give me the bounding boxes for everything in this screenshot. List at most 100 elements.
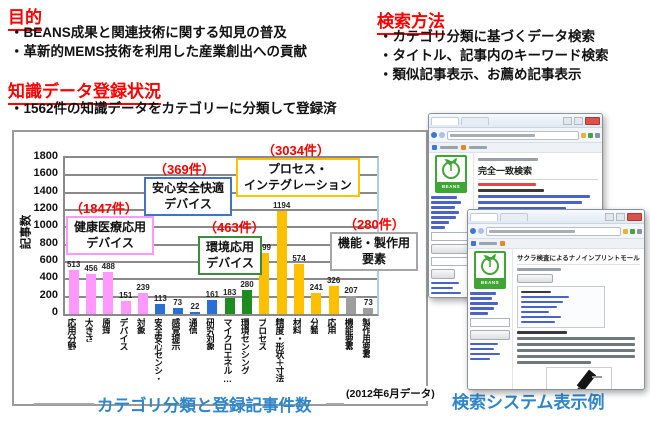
related-links-button[interactable] — [517, 274, 553, 283]
maximize-button[interactable] — [574, 116, 583, 125]
bar-value-label: 574 — [292, 254, 306, 264]
text-line-placeholder — [431, 296, 457, 297]
bookmark-icon[interactable] — [461, 145, 466, 150]
text-line-placeholder — [470, 342, 498, 345]
minimize-button[interactable] — [605, 212, 614, 221]
refresh-icon[interactable] — [588, 132, 593, 138]
beans-logo: BEANS — [474, 251, 506, 289]
settings-icon[interactable] — [637, 228, 642, 234]
x-tick-label: プロセス — [257, 318, 267, 350]
gridline — [65, 174, 377, 177]
y-tick-label: 1600 — [33, 167, 58, 180]
bookmark-label[interactable] — [479, 242, 497, 245]
text-line-placeholder — [517, 330, 567, 334]
text-line-placeholder — [431, 286, 453, 289]
group-box-function: 機能・製作用 要素 — [330, 232, 419, 272]
text-line-placeholder — [517, 336, 635, 340]
search-button[interactable] — [470, 329, 510, 340]
sprout-icon — [481, 254, 499, 275]
favorites-star-icon[interactable] — [581, 132, 586, 138]
x-tick-label: 研究対象 — [205, 318, 215, 350]
registration-bullets: ・1562件の知識データをカテゴリーに分類して登録済 — [10, 99, 337, 118]
x-tick-label: 感覚提示 — [170, 318, 180, 350]
text-line-placeholder — [478, 189, 544, 192]
refresh-icon[interactable] — [630, 228, 635, 234]
bar-通信 — [190, 312, 200, 314]
y-tick-label: 1200 — [33, 202, 58, 214]
text-line-placeholder — [431, 216, 456, 219]
keyword-input[interactable] — [431, 231, 471, 241]
favorites-star-icon[interactable] — [623, 228, 628, 234]
gridline — [65, 278, 377, 281]
browser-tab[interactable] — [461, 116, 489, 125]
keyword-input[interactable] — [431, 256, 471, 266]
keyword-input[interactable] — [470, 317, 510, 327]
bookmark-icon[interactable] — [500, 241, 505, 246]
browser-tab[interactable] — [431, 116, 459, 125]
sidebar-category-links[interactable] — [470, 342, 510, 360]
close-button[interactable] — [627, 212, 642, 221]
article-paragraph — [517, 330, 640, 364]
bar-value-label: 207 — [344, 286, 358, 296]
y-tick-label: 1000 — [33, 219, 58, 232]
address-bar — [468, 224, 644, 239]
bookmark-label[interactable] — [469, 146, 487, 149]
text-line-placeholder — [431, 201, 461, 204]
contents-links[interactable] — [521, 290, 601, 323]
x-tick-label: 精度・形状＋寸法 — [274, 318, 284, 382]
text-line-placeholder — [478, 207, 566, 210]
x-tick-label: 環境センシング — [239, 318, 249, 374]
text-line-placeholder — [431, 196, 457, 199]
bar-マイクロエネル… — [224, 298, 235, 314]
group-box-safety: 安心安全快適 デバイス — [144, 177, 233, 217]
settings-icon[interactable] — [595, 132, 600, 138]
bookmark-label[interactable] — [440, 146, 458, 149]
group-box-environment: 環境応用 デバイス — [198, 236, 263, 276]
bar-応用分野 — [68, 269, 79, 314]
url-field[interactable] — [447, 130, 579, 140]
google-search-button[interactable] — [431, 268, 455, 279]
registration-bullet-1: ・1562件の知識データをカテゴリーに分類して登録済 — [10, 101, 337, 116]
bookmark-icon[interactable] — [432, 145, 437, 150]
minimize-button[interactable] — [563, 116, 572, 125]
registration-title: 知識データ登録状況 — [8, 77, 161, 105]
back-icon[interactable] — [431, 132, 437, 138]
forward-icon[interactable] — [478, 228, 484, 234]
browser-tab[interactable] — [470, 212, 498, 221]
text-line-placeholder — [431, 226, 445, 229]
bar-機能要素 — [346, 296, 356, 314]
text-line-placeholder — [470, 292, 496, 295]
article-title: サクラ検査によるナノインプリントモールド表面の離型性の有無評価 — [517, 252, 640, 265]
close-button[interactable] — [585, 116, 600, 125]
maximize-button[interactable] — [616, 212, 625, 221]
browser-tab[interactable] — [500, 212, 528, 221]
text-line-placeholder — [521, 310, 549, 313]
bar-原理 — [103, 271, 114, 314]
bar-製作用要素 — [363, 307, 374, 314]
back-icon[interactable] — [470, 228, 476, 234]
bar-value-label: 113 — [153, 294, 167, 304]
bar-value-label: 151 — [118, 290, 133, 300]
y-tick-label: 600 — [39, 254, 58, 266]
sidebar-nav-links[interactable] — [431, 196, 471, 229]
text-line-placeholder — [517, 354, 635, 358]
x-tick-label: 材料 — [291, 318, 301, 334]
bar-研究対象 — [207, 300, 218, 314]
main-panel: サクラ検査によるナノインプリントモールド表面の離型性の有無評価 — [513, 249, 644, 389]
url-field[interactable] — [486, 226, 621, 236]
y-tick-label: 400 — [39, 271, 58, 284]
text-line-placeholder — [431, 281, 459, 284]
sidebar-category-links[interactable] — [431, 281, 471, 297]
bookmark-icon[interactable] — [471, 241, 476, 246]
bar-デバイス — [120, 300, 131, 314]
chart-date-note: (2012年6月データ) — [344, 386, 437, 401]
x-tick-label: マイクロエネル… — [222, 318, 232, 383]
forward-icon[interactable] — [439, 132, 445, 138]
search-button[interactable] — [431, 243, 471, 254]
text-line-placeholder — [521, 305, 557, 308]
bar-value-label: 73 — [363, 297, 373, 307]
bar-value-label: 1194 — [272, 200, 291, 210]
window-titlebar — [468, 210, 644, 224]
sidebar-nav-links[interactable] — [470, 292, 510, 315]
